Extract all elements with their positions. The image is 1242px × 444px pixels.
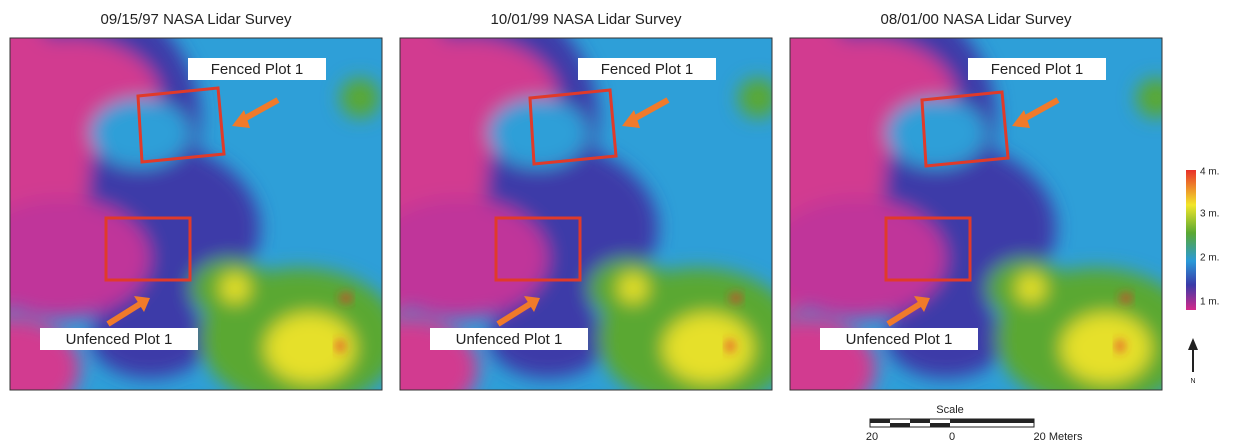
- unfenced-label: Unfenced Plot 1: [66, 331, 173, 348]
- scale-label: 20 Meters: [1034, 431, 1083, 443]
- fenced-label: Fenced Plot 1: [601, 61, 694, 78]
- panels: 09/15/97 NASA Lidar Survey Fenced Plot 1 U…: [0, 0, 1196, 418]
- map-blob: [1120, 294, 1132, 302]
- map-blob: [1016, 273, 1046, 303]
- panel-title: 08/01/00 NASA Lidar Survey: [881, 11, 1072, 28]
- legend-label: 1 m.: [1200, 297, 1219, 308]
- legend-label: 2 m.: [1200, 253, 1219, 264]
- fenced-label: Fenced Plot 1: [211, 61, 304, 78]
- fenced-label: Fenced Plot 1: [991, 61, 1084, 78]
- map-blob: [1136, 78, 1176, 118]
- unfenced-label: Unfenced Plot 1: [456, 331, 563, 348]
- legend-label: 4 m.: [1200, 167, 1219, 178]
- map-blob: [488, 98, 588, 168]
- legend-label: 3 m.: [1200, 209, 1219, 220]
- unfenced-label: Unfenced Plot 1: [846, 331, 953, 348]
- map-blob: [336, 340, 344, 352]
- scale-label: 0: [949, 431, 955, 443]
- legend-color-bar: [1186, 170, 1196, 310]
- north-arrow: N: [1188, 338, 1198, 385]
- panel-title: 10/01/99 NASA Lidar Survey: [491, 11, 682, 28]
- map-blob: [1061, 313, 1151, 383]
- map-blob: [663, 313, 753, 383]
- map-blob: [340, 78, 380, 118]
- map-blob: [618, 273, 648, 303]
- map-blob: [726, 340, 734, 352]
- map-blob: [730, 294, 742, 302]
- scale-title: Scale: [936, 404, 964, 416]
- map-blob: [340, 294, 352, 302]
- panel-title: 09/15/97 NASA Lidar Survey: [101, 11, 292, 28]
- map-blob: [1116, 340, 1124, 352]
- north-label: N: [1190, 378, 1195, 385]
- map-blob: [368, 198, 548, 318]
- scale-label: 20: [866, 431, 878, 443]
- figure: 09/15/97 NASA Lidar Survey Fenced Plot 1 U…: [0, 0, 1242, 444]
- map-blob: [886, 98, 986, 168]
- scale-bar: Scale 20 0 20 Meters: [866, 404, 1083, 443]
- map-blob: [220, 273, 250, 303]
